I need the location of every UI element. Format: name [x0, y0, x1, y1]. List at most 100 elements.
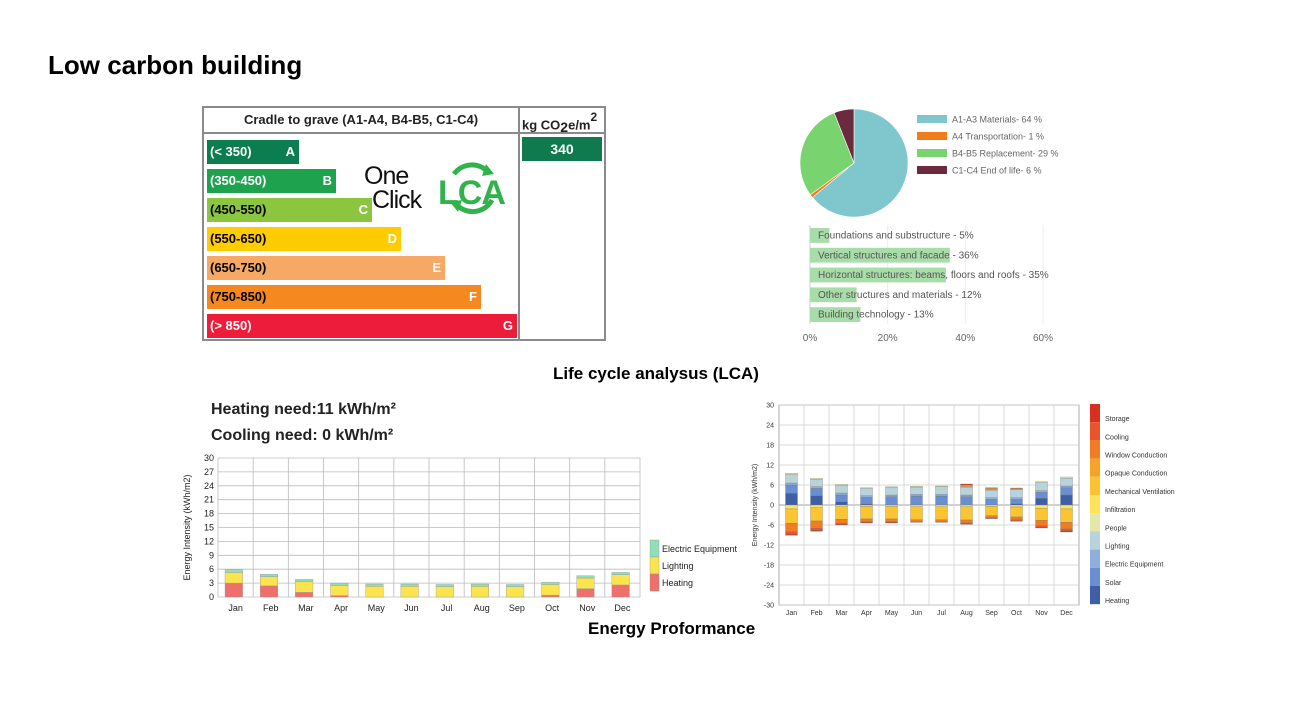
x-tick-label: Mar	[298, 603, 314, 613]
bar-segment-positive	[960, 487, 973, 496]
rating-band-letter: G	[502, 318, 513, 333]
hbar-label: Building technology - 13%	[818, 310, 934, 321]
x-tick-label: Jun	[911, 610, 922, 617]
bar-segment-negative	[785, 523, 798, 532]
bar-segment-negative	[1060, 522, 1073, 530]
bar-segment-positive	[810, 486, 823, 489]
x-tick-label: Apr	[334, 603, 348, 613]
y-tick-label: 0	[770, 503, 774, 510]
legend-swatch	[1090, 422, 1100, 441]
pie-legend-label: C1-C4 End of life- 6 %	[952, 166, 1042, 176]
bar-segment	[471, 583, 489, 587]
x-tick-label: Nov	[579, 603, 596, 613]
bar-segment-positive	[935, 495, 948, 506]
legend-swatch	[1090, 476, 1100, 495]
hbar-bar	[810, 228, 830, 243]
energy-intensity-chart: 0 3 6 9 12 15 18 21 24 27 30 Jan Feb Mar Apr May Jun Jul A…	[182, 453, 738, 613]
bar-segment	[541, 594, 560, 598]
y-tick-label: -6	[768, 523, 774, 530]
pie-legend-swatch	[917, 132, 947, 140]
legend-label: Electric Equipment	[662, 544, 738, 554]
legend-label: Mechanical Ventilation	[1105, 489, 1175, 496]
carbon-score-badge: 340	[522, 137, 602, 161]
rating-scope-header: Cradle to grave (A1-A4, B4-B5, C1-C4)	[243, 112, 479, 127]
bar-segment-positive	[860, 497, 873, 505]
rating-band-letter: D	[387, 231, 397, 246]
x-tick-label: Mar	[835, 610, 848, 617]
bar-segment	[576, 588, 595, 598]
bar-segment-positive	[1060, 476, 1073, 479]
bar-segment	[330, 595, 349, 598]
bar-segment-negative	[785, 531, 798, 535]
y-tick-label: -12	[764, 543, 774, 550]
rating-band-range: (550-650)	[210, 231, 267, 246]
legend-swatch	[1090, 495, 1100, 514]
y-tick-label: 30	[204, 453, 214, 463]
bar-segment-positive	[1035, 498, 1048, 506]
bar-segment	[541, 581, 560, 585]
bar-segment-negative	[885, 518, 898, 522]
bar-segment	[506, 586, 525, 598]
bar-segment-positive	[910, 486, 923, 488]
bar-segment-negative	[935, 504, 948, 507]
x-tick-label: Aug	[474, 603, 490, 613]
y-tick-label: -24	[764, 583, 774, 590]
x-tick-label: Jun	[404, 603, 419, 613]
bar-segment-negative	[1010, 504, 1023, 508]
bar-segment-negative	[785, 508, 798, 524]
bar-segment-negative	[1060, 530, 1073, 533]
bar-segment-positive	[885, 486, 898, 488]
bar-segment-positive	[835, 492, 848, 496]
bar-segment-negative	[960, 506, 973, 521]
bar-segment	[400, 583, 419, 587]
bar-segment-positive	[885, 494, 898, 497]
bar-segment-positive	[1010, 503, 1023, 506]
bar-segment-negative	[860, 504, 873, 507]
pie-legend-label: B4-B5 Replacement- 29 %	[952, 149, 1059, 159]
bar-segment-negative	[910, 519, 923, 522]
unit-base: kg CO	[522, 117, 561, 133]
x-tick-label: Feb	[810, 610, 822, 617]
legend-label: Cooling	[1105, 434, 1129, 441]
bar-segment	[435, 586, 454, 598]
bar-segment-positive	[985, 499, 998, 506]
rating-band-a: (< 350) A	[207, 140, 299, 164]
logo-word-one: One	[364, 162, 409, 190]
unit-superscript: 2	[590, 110, 598, 124]
logo-word-lca: LCA	[438, 174, 506, 212]
x-tick-label: May	[368, 603, 386, 613]
y-tick-label: 0	[209, 592, 214, 602]
bar-segment	[295, 592, 314, 598]
bar-segment-positive	[985, 490, 998, 498]
bar-segment-negative	[810, 530, 823, 532]
bar-segment-positive	[1010, 499, 1023, 504]
rating-band-range: (350-450)	[210, 173, 267, 188]
bar-segment-positive	[1035, 492, 1048, 499]
bar-segment-negative	[835, 506, 848, 520]
pie-legend-swatch	[917, 115, 947, 123]
pie-legend-label: A1-A3 Materials- 64 %	[952, 115, 1042, 125]
rating-band-letter: C	[358, 202, 368, 217]
bar-segment-negative	[935, 519, 948, 522]
bar-segment-negative	[885, 504, 898, 507]
hbar-label: Vertical structures and facade - 36%	[818, 250, 979, 261]
pie-legend-swatch	[917, 149, 947, 157]
bar-segment-positive	[960, 494, 973, 497]
legend-swatch	[1090, 513, 1100, 532]
bar-segment	[224, 569, 243, 573]
bar-segment-positive	[1035, 482, 1048, 491]
y-axis-label: Energy Intensity (kWh/m2)	[182, 474, 192, 580]
hbar-label: Horizontal structures: beams, floors and…	[818, 270, 1049, 281]
y-tick-label: 18	[204, 509, 214, 519]
hbar-tick-label: 60%	[1033, 333, 1053, 344]
y-tick-label: 30	[766, 403, 774, 410]
bar-segment-positive	[860, 488, 873, 496]
bar-segment-negative	[1010, 520, 1023, 522]
bar-segment-negative	[1035, 527, 1048, 529]
y-tick-label: 12	[766, 463, 774, 470]
bar-segment-positive	[1060, 494, 1073, 506]
bar-segment	[295, 579, 314, 582]
bar-segment	[295, 581, 314, 593]
legend-label: Lighting	[1105, 544, 1130, 551]
bar-segment	[541, 584, 560, 596]
